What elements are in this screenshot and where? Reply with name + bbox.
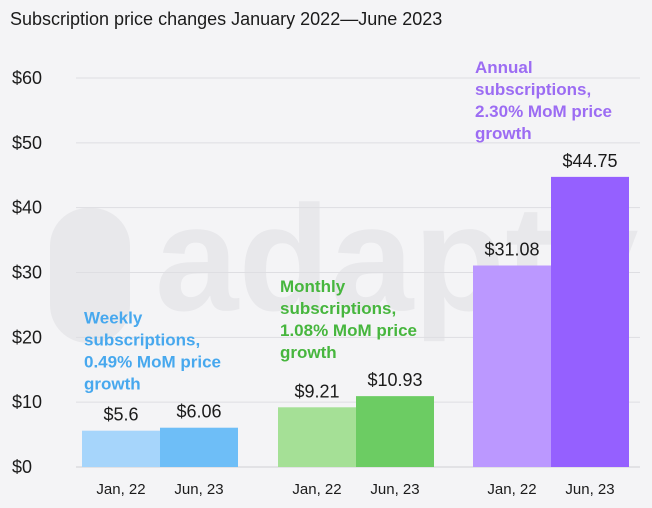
bar-weekly-jun23 [160, 428, 238, 467]
y-tick-label: $30 [12, 263, 42, 283]
annotation-line: 2.30% MoM price [475, 102, 612, 121]
x-tick-label: Jun, 23 [370, 481, 419, 498]
annotation-line: growth [475, 124, 532, 143]
annotation-line: subscriptions, [280, 299, 396, 318]
x-axis-ticks: Jan, 22 Jun, 23 Jan, 22 Jun, 23 Jan, 22 Jun, … [96, 481, 614, 498]
annotation-annual: Annual subscriptions, 2.30% MoM price growt… [475, 58, 612, 143]
y-tick-label: $0 [12, 457, 32, 477]
annotation-line: 0.49% MoM price [84, 353, 221, 372]
bar-chart: adapty $0$10$20$30$40$50$60 $5.6 $6.06$9.… [0, 0, 652, 508]
y-tick-label: $40 [12, 198, 42, 218]
annotation-line: Monthly [280, 277, 346, 296]
y-axis-ticks: $0 $10 $20 $30 $40 $50 $60 [12, 68, 42, 477]
y-tick-label: $20 [12, 327, 42, 347]
data-label: $9.21 [294, 381, 339, 401]
bar-annual-jan22 [473, 265, 551, 467]
data-label: $10.93 [367, 370, 422, 390]
data-label: $31.08 [484, 239, 539, 259]
y-tick-label: $10 [12, 392, 42, 412]
bar-monthly-jan22 [278, 407, 356, 467]
data-label: $44.75 [562, 151, 617, 171]
x-tick-label: Jan, 22 [487, 481, 536, 498]
chart-title: Subscription price changes January 2022—… [10, 9, 442, 29]
annotation-line: growth [84, 375, 141, 394]
bar-weekly-jan22 [82, 431, 160, 467]
bar-monthly-jun23 [356, 396, 434, 467]
x-tick-label: Jan, 22 [292, 481, 341, 498]
data-label: $5.6 [103, 405, 138, 425]
x-tick-label: Jan, 22 [96, 481, 145, 498]
data-label: $6.06 [176, 402, 221, 422]
annotation-line: growth [280, 343, 337, 362]
bar-annual-jun23 [551, 177, 629, 467]
y-tick-label: $60 [12, 68, 42, 88]
x-tick-label: Jun, 23 [174, 481, 223, 498]
annotation-line: 1.08% MoM price [280, 321, 417, 340]
annotation-line: Annual [475, 58, 533, 77]
annotation-line: subscriptions, [475, 80, 591, 99]
annotation-line: Weekly [84, 309, 143, 328]
x-tick-label: Jun, 23 [565, 481, 614, 498]
y-tick-label: $50 [12, 133, 42, 153]
annotation-line: subscriptions, [84, 331, 200, 350]
